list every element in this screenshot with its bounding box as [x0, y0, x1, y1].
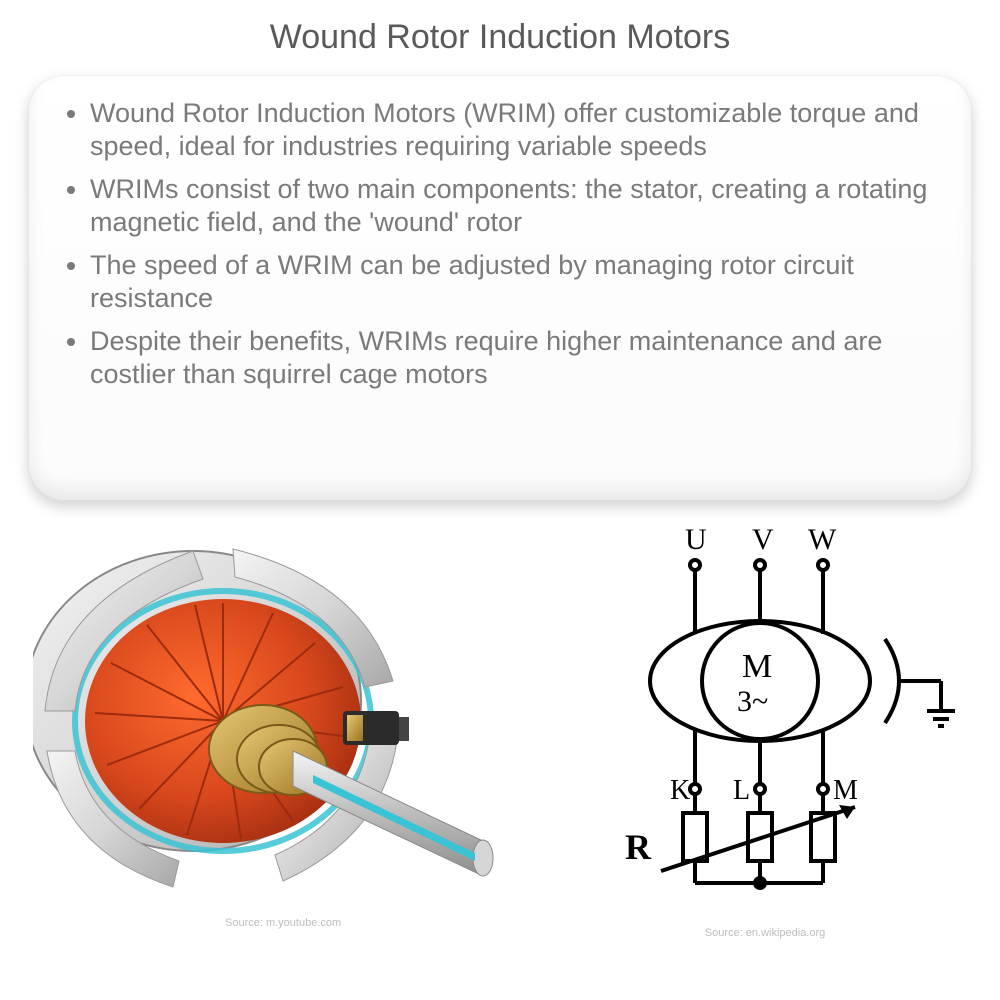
- summary-card: Wound Rotor Induction Motors (WRIM) offe…: [28, 75, 972, 501]
- page-root: Wound Rotor Induction Motors Wound Rotor…: [0, 0, 1000, 1000]
- schematic-svg: U V W M 3~: [555, 521, 975, 921]
- variable-r-label: R: [625, 827, 652, 867]
- bullet-list: Wound Rotor Induction Motors (WRIM) offe…: [62, 97, 938, 391]
- terminal-u: U: [685, 523, 707, 556]
- figure-row: Source: m.youtube.com U V W: [18, 521, 982, 939]
- terminal-w: W: [808, 523, 837, 556]
- schematic-source-text: Source: en.wikipedia.org: [705, 927, 825, 939]
- motor-label-m: M: [742, 648, 772, 685]
- list-item: Despite their benefits, WRIMs require hi…: [90, 325, 938, 391]
- terminal-l: L: [733, 775, 750, 806]
- schematic-figure: U V W M 3~: [548, 521, 982, 939]
- terminal-v: V: [752, 523, 774, 556]
- rotor-source-text: Source: m.youtube.com: [225, 917, 341, 929]
- motor-label-3: 3~: [737, 685, 768, 718]
- list-item: The speed of a WRIM can be adjusted by m…: [90, 249, 938, 315]
- terminal-m: M: [833, 775, 858, 806]
- rotor-illustration-svg: [33, 531, 533, 911]
- rotor-figure: Source: m.youtube.com: [18, 521, 548, 939]
- list-item: Wound Rotor Induction Motors (WRIM) offe…: [90, 97, 938, 163]
- page-title: Wound Rotor Induction Motors: [18, 18, 982, 57]
- list-item: WRIMs consist of two main components: th…: [90, 173, 938, 239]
- terminal-k: K: [670, 775, 690, 806]
